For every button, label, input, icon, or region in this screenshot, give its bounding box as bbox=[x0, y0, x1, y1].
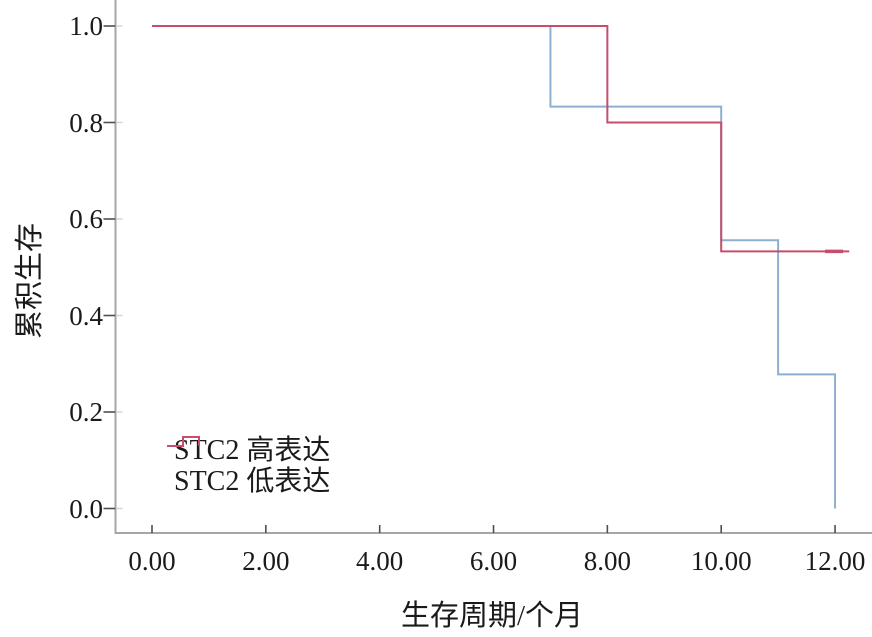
y-tick-label: 0.6 bbox=[69, 204, 103, 234]
y-axis-title: 累积生存 bbox=[14, 222, 46, 340]
x-tick-label: 2.00 bbox=[242, 546, 290, 576]
legend-item-stc2-low: STC2 低表达 bbox=[166, 436, 330, 497]
series-lines bbox=[152, 25, 850, 509]
legend: STC2 高表达 STC2 低表达 bbox=[166, 432, 330, 497]
y-tick-label: 0.8 bbox=[69, 107, 103, 138]
legend-label-stc2-low: STC2 低表达 bbox=[174, 465, 331, 497]
x-tick-label: 4.00 bbox=[356, 546, 404, 576]
x-tick-label: 8.00 bbox=[583, 546, 631, 576]
x-axis-title: 生存周期/个月 bbox=[400, 600, 584, 632]
x-tick-label: 0.00 bbox=[128, 546, 176, 576]
tick-marks bbox=[103, 25, 836, 533]
y-tick-label: 1.0 bbox=[69, 11, 103, 41]
y-tick-label: 0.4 bbox=[69, 300, 103, 331]
legend-item-stc2-high: STC2 高表达 bbox=[166, 432, 330, 466]
y-tick-label: 0.0 bbox=[69, 493, 103, 524]
x-tick-label: 12.00 bbox=[804, 546, 866, 576]
step-line-icon bbox=[167, 436, 200, 447]
x-tick-label: 10.00 bbox=[690, 546, 752, 576]
y-tick-label: 0.2 bbox=[69, 397, 103, 427]
x-tick-label: 6.00 bbox=[469, 546, 518, 576]
legend-label-stc2-high: STC2 高表达 bbox=[174, 434, 331, 466]
series-line-stc2-low bbox=[152, 25, 850, 253]
